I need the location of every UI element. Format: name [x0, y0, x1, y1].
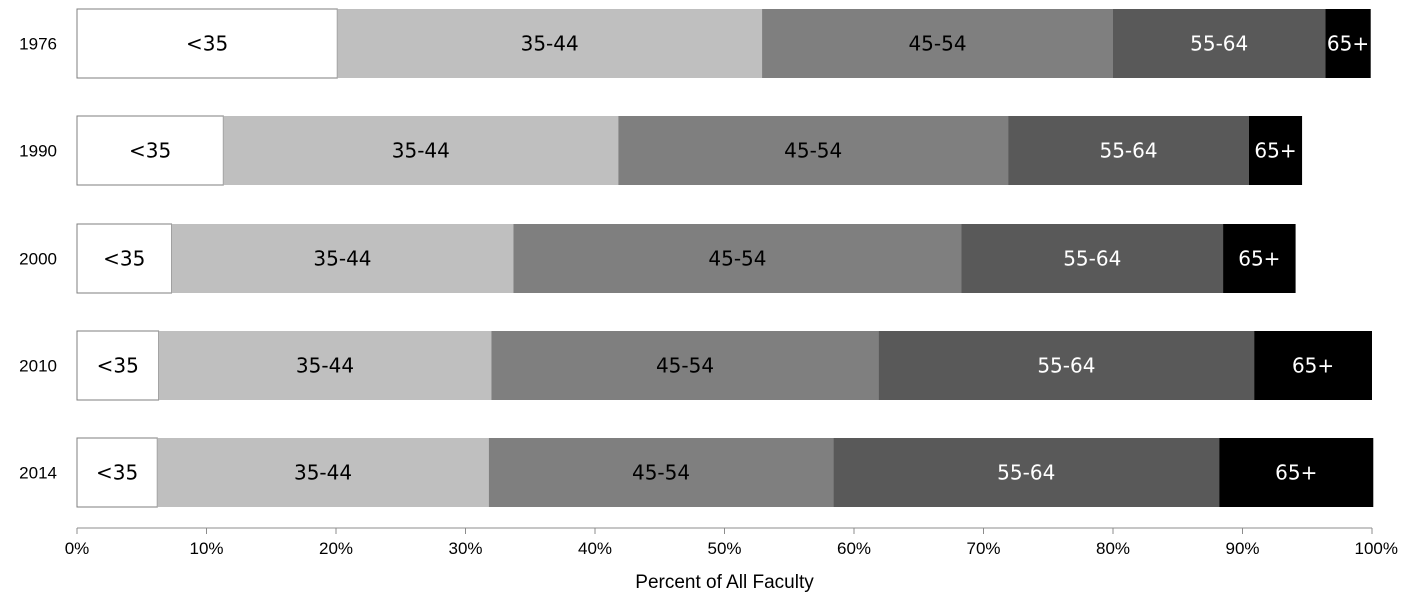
data-label: 35-44 — [521, 32, 579, 56]
category-label: 2014 — [19, 464, 57, 483]
bar-row-2014: 2014 <35 35-44 45-54 55-64 65+ — [19, 437, 1374, 508]
x-tick-label: 90% — [1225, 539, 1259, 558]
bar-segment-2000-65-plus — [1223, 224, 1296, 293]
bar-segment-1990-55-64 — [1008, 116, 1249, 185]
bar-segment-2000-55-64 — [961, 224, 1224, 293]
data-label: <35 — [96, 461, 138, 485]
data-label: 55-64 — [1099, 139, 1157, 163]
bar-segment-1976-35-44 — [337, 9, 763, 78]
bar-segment-2014-under-35 — [76, 437, 158, 508]
data-label: 45-54 — [908, 32, 966, 56]
bar-row-2000: 2000 <35 35-44 45-54 55-64 65+ — [19, 223, 1296, 294]
bar-segment-2010-under-35 — [76, 330, 160, 401]
data-label: 65+ — [1238, 247, 1280, 271]
data-label: 45-54 — [784, 139, 842, 163]
data-label: 55-64 — [1063, 247, 1121, 271]
bar-segment-2014-45-54 — [488, 438, 834, 507]
bar-segment-2014-65-plus — [1219, 438, 1374, 507]
x-tick-label: 0% — [65, 539, 90, 558]
x-tick-label: 30% — [448, 539, 482, 558]
data-label: <35 — [129, 139, 171, 163]
bar-segment-2000-under-35 — [76, 223, 173, 294]
data-label: 35-44 — [294, 461, 352, 485]
bar-segment-2014-55-64 — [833, 438, 1220, 507]
bar-segment-1990-35-44 — [223, 116, 619, 185]
data-label: <35 — [186, 32, 228, 56]
x-tick-label: 20% — [319, 539, 353, 558]
category-label: 2010 — [19, 357, 57, 376]
bar-segment-2010-35-44 — [158, 331, 492, 400]
x-tick-label: 10% — [189, 539, 223, 558]
data-label: 35-44 — [296, 354, 354, 378]
x-tick-label: 80% — [1096, 539, 1130, 558]
data-label: 45-54 — [632, 461, 690, 485]
bar-segment-1990-under-35 — [76, 115, 224, 186]
bar-segment-2010-55-64 — [878, 331, 1255, 400]
x-tick-label: 70% — [966, 539, 1000, 558]
data-label: 45-54 — [656, 354, 714, 378]
data-label: 35-44 — [392, 139, 450, 163]
data-label: <35 — [97, 354, 139, 378]
data-label: 55-64 — [1190, 32, 1248, 56]
bar-row-1976: 1976 <35 35-44 45-54 55-64 65+ — [19, 8, 1371, 79]
bar-segment-2000-45-54 — [513, 224, 962, 293]
bar-segment-1976-under-35 — [76, 8, 338, 79]
x-axis-title: Percent of All Faculty — [635, 572, 814, 593]
data-label: <35 — [103, 247, 145, 271]
category-label: 1976 — [19, 35, 57, 54]
x-tick-label: 100% — [1355, 539, 1398, 558]
data-label: 45-54 — [708, 247, 766, 271]
x-tick-label: 50% — [707, 539, 741, 558]
category-label: 1990 — [19, 142, 57, 161]
data-label: 55-64 — [997, 461, 1055, 485]
x-tick-label: 40% — [578, 539, 612, 558]
bar-segment-1976-55-64 — [1113, 9, 1326, 78]
data-label: 65+ — [1254, 139, 1296, 163]
bar-segment-2000-35-44 — [171, 224, 514, 293]
bar-segment-1990-65-plus — [1248, 116, 1303, 185]
x-axis: 0% 10% 20% 30% 40% 50% 60% 70% 80% 90% 100% — [65, 527, 1398, 558]
bar-segment-2010-45-54 — [491, 331, 879, 400]
data-label: 35-44 — [313, 247, 371, 271]
bar-segment-1990-45-54 — [618, 116, 1009, 185]
x-tick-label: 60% — [837, 539, 871, 558]
bars-group: 1976 <35 35-44 45-54 55-64 65+ 1990 <35 35-44 45-… — [19, 8, 1374, 508]
bar-segment-2010-65-plus — [1254, 331, 1372, 400]
bar-segment-1976-45-54 — [762, 9, 1113, 78]
bar-row-2010: 2010 <35 35-44 45-54 55-64 65+ — [19, 330, 1372, 401]
bar-segment-1976-65-plus — [1325, 9, 1371, 78]
data-label: 55-64 — [1037, 354, 1095, 378]
data-label: 65+ — [1327, 32, 1369, 56]
bar-row-1990: 1990 <35 35-44 45-54 55-64 65+ — [19, 115, 1303, 186]
category-label: 2000 — [19, 250, 57, 269]
data-label: 65+ — [1275, 461, 1317, 485]
data-label: 65+ — [1292, 354, 1334, 378]
bar-segment-2014-35-44 — [157, 438, 489, 507]
